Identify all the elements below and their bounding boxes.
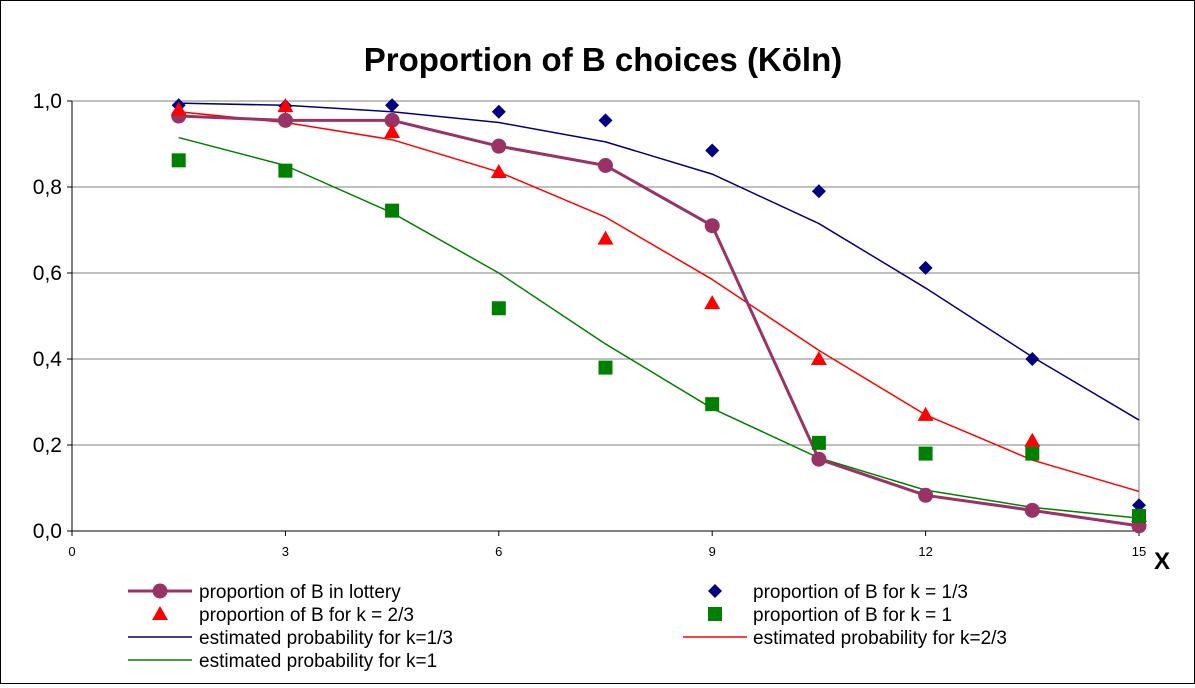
series-6 xyxy=(178,136,1140,519)
legend-item-5: estimated probability for k=2/3 xyxy=(683,628,1007,649)
gridlines xyxy=(72,100,1139,446)
series-line xyxy=(178,114,1140,528)
legend-item-2: proportion of B for k = 2/3 xyxy=(152,605,414,626)
data-point-triangle xyxy=(170,101,187,116)
data-point-square xyxy=(811,435,826,450)
series-layer xyxy=(170,98,1147,534)
legend-label: estimated probability for k=2/3 xyxy=(753,628,1007,649)
y-tick-label: 0,0 xyxy=(33,520,62,543)
y-tick-label: 0,2 xyxy=(33,434,62,457)
series-4 xyxy=(178,102,1140,421)
series-line xyxy=(178,136,1140,519)
data-point-circle xyxy=(811,451,827,467)
data-point-square xyxy=(278,163,293,178)
data-point-circle xyxy=(704,218,720,234)
series-2 xyxy=(170,98,1147,522)
legend-label: proportion of B for k = 2/3 xyxy=(199,605,414,626)
legend-marker-square xyxy=(708,607,722,621)
data-point-square xyxy=(598,360,613,375)
data-point-diamond xyxy=(1025,352,1040,366)
data-point-square xyxy=(171,153,186,168)
y-tick-label: 1,0 xyxy=(33,90,62,113)
legend-label: estimated probability for k=1/3 xyxy=(199,628,453,649)
data-point-triangle xyxy=(810,351,827,365)
data-point-circle xyxy=(491,138,507,154)
legend-label: proportion of B for k = 1/3 xyxy=(753,582,968,603)
y-tick-label: 0,4 xyxy=(33,348,63,371)
legend-label: proportion of B for k = 1 xyxy=(753,605,952,626)
data-point-diamond xyxy=(705,143,720,158)
legend-label: proportion of B in lottery xyxy=(199,582,401,603)
series-3 xyxy=(171,153,1146,523)
data-point-triangle xyxy=(384,123,401,138)
data-point-circle xyxy=(918,487,934,503)
data-point-diamond xyxy=(598,113,613,128)
data-point-square xyxy=(705,397,720,412)
legend-item-1: proportion of B for k = 1/3 xyxy=(708,582,968,603)
data-point-triangle xyxy=(597,230,614,245)
data-point-triangle xyxy=(1024,432,1041,447)
data-point-triangle xyxy=(704,295,721,310)
legend-label: estimated probability for k=1 xyxy=(199,651,437,672)
data-point-square xyxy=(491,301,506,316)
legend-marker-circle xyxy=(152,583,168,599)
data-point-diamond xyxy=(385,98,400,113)
data-point-triangle xyxy=(490,163,507,178)
x-tick-label: 6 xyxy=(495,544,502,559)
data-point-square xyxy=(1025,446,1040,461)
legend-marker-diamond xyxy=(708,584,722,598)
data-point-circle xyxy=(277,112,293,128)
x-tick-label: 3 xyxy=(282,544,289,559)
series-line xyxy=(178,102,1140,421)
series-line xyxy=(178,111,1140,493)
x-tick-label: 9 xyxy=(709,544,716,559)
legend-item-3: proportion of B for k = 1 xyxy=(708,605,952,626)
y-tick-label: 0,8 xyxy=(33,176,62,199)
axes: 0,0 0,2 0,4 0,6 0,8 1,0 0 3 6 9 12 15 xyxy=(33,90,1146,559)
x-tick-label: 15 xyxy=(1132,544,1146,559)
data-point-circle xyxy=(384,112,400,128)
series-0 xyxy=(171,108,1147,534)
data-point-diamond xyxy=(1132,498,1146,513)
legend-item-6: estimated probability for k=1 xyxy=(128,651,437,672)
y-tick-label: 0,6 xyxy=(33,262,62,285)
chart-title: Proportion of B choices (Köln) xyxy=(364,41,842,78)
data-point-triangle xyxy=(277,98,294,113)
x-tick-label: 0 xyxy=(68,544,75,559)
data-point-triangle xyxy=(917,406,934,421)
series-5 xyxy=(178,111,1140,493)
x-axis-label: X xyxy=(1154,548,1170,575)
legend-marker-triangle xyxy=(152,606,168,620)
data-point-circle xyxy=(1024,502,1040,518)
legend: proportion of B in lottery proportion of … xyxy=(128,582,1007,672)
legend-item-0: proportion of B in lottery xyxy=(128,582,401,603)
data-point-diamond xyxy=(491,104,506,119)
x-tick-label: 12 xyxy=(918,544,932,559)
data-point-square xyxy=(1132,508,1146,523)
data-point-diamond xyxy=(918,260,933,275)
data-point-square xyxy=(385,203,400,218)
data-point-square xyxy=(918,446,933,461)
data-point-circle xyxy=(598,158,613,173)
data-point-diamond xyxy=(811,184,826,199)
legend-item-4: estimated probability for k=1/3 xyxy=(128,628,453,649)
